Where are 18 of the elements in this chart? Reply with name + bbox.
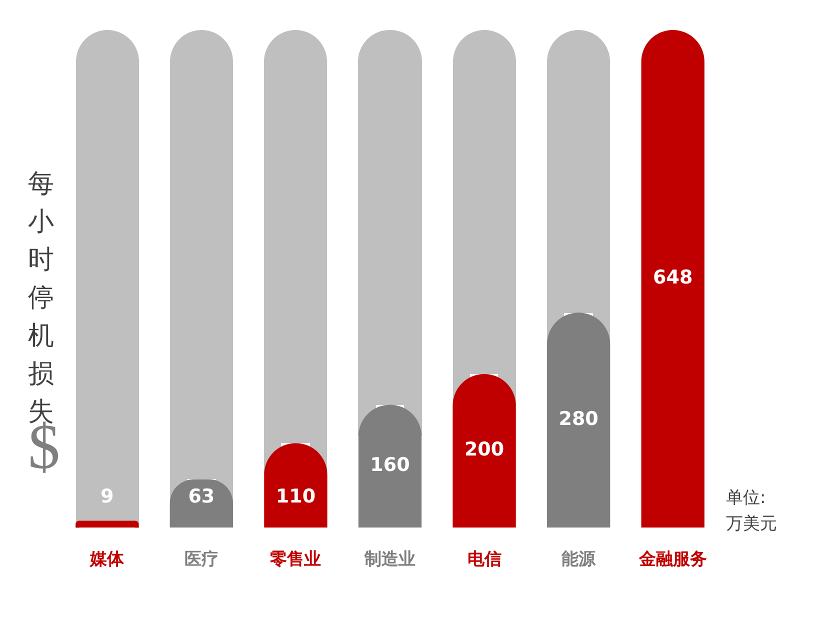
data-label: 110	[276, 486, 316, 508]
x-tick-label: 零售业	[269, 549, 322, 568]
x-tick-label: 金融服务	[638, 549, 707, 568]
bar	[76, 520, 139, 528]
bar	[358, 404, 422, 528]
data-label: 63	[188, 486, 215, 508]
x-tick-label: 能源	[562, 549, 597, 568]
x-tick-label: 制造业	[364, 549, 416, 568]
x-tick-label: 医疗	[184, 549, 218, 568]
data-label: 160	[370, 454, 410, 476]
data-label: 9	[100, 486, 114, 508]
bar	[641, 30, 704, 528]
x-tick-label: 媒体	[89, 549, 126, 568]
data-label: 200	[464, 438, 504, 461]
text: 单位: 万美元	[726, 487, 778, 536]
data-label: 280	[558, 408, 598, 430]
data-label: 648	[653, 266, 693, 289]
x-tick-label: 电信	[467, 549, 502, 568]
